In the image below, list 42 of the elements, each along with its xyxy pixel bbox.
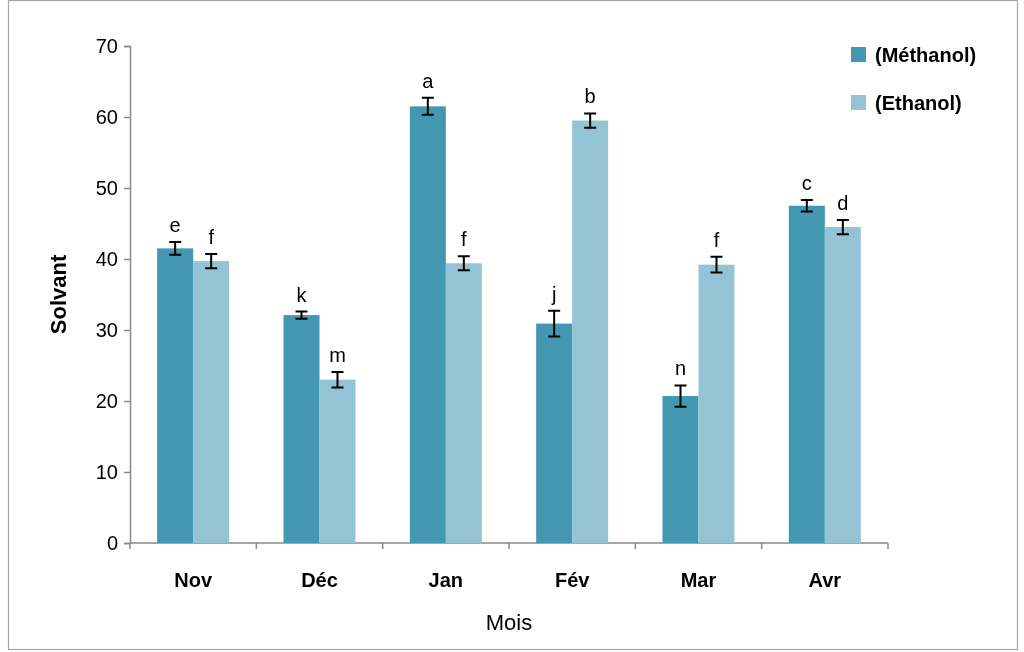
y-tick-label: 30 [95, 318, 118, 341]
data-label: f [713, 228, 720, 251]
bar [536, 323, 573, 543]
legend-label: (Méthanol) [875, 44, 977, 66]
bar [572, 120, 609, 543]
data-label: c [801, 172, 812, 195]
bar [319, 379, 356, 543]
bar [698, 264, 735, 543]
bar [445, 263, 482, 543]
y-axis-title: Solvant [46, 254, 71, 335]
bar [157, 248, 194, 543]
y-tick-label: 10 [95, 460, 118, 483]
bar [283, 315, 320, 543]
x-tick-label: Avr [808, 569, 842, 591]
data-label: f [208, 226, 215, 249]
bar [662, 396, 699, 543]
x-tick-label: Nov [174, 569, 213, 591]
data-label: m [329, 343, 346, 366]
data-label: e [169, 213, 181, 236]
x-tick-label: Jan [428, 569, 464, 591]
x-axis-title: Mois [485, 610, 533, 635]
data-label: a [422, 69, 435, 92]
y-tick-label: 20 [95, 389, 118, 412]
data-label: j [550, 282, 557, 305]
data-label: b [584, 85, 596, 108]
bar [409, 106, 446, 543]
data-label: k [296, 283, 308, 306]
legend-label: (Ethanol) [875, 92, 962, 114]
bar [788, 205, 825, 543]
y-tick-label: 50 [95, 176, 118, 199]
data-label: d [837, 191, 849, 214]
data-label: f [461, 228, 468, 251]
y-tick-label: 70 [95, 34, 118, 57]
data-label: n [674, 357, 687, 380]
bar [824, 227, 861, 543]
x-tick-label: Fév [554, 569, 591, 591]
y-tick-label: 60 [95, 105, 118, 128]
y-tick-label: 40 [95, 247, 118, 270]
x-tick-label: Mar [680, 569, 717, 591]
x-tick-label: Déc [301, 569, 338, 591]
y-tick-label: 0 [106, 531, 118, 554]
bar [193, 261, 230, 543]
